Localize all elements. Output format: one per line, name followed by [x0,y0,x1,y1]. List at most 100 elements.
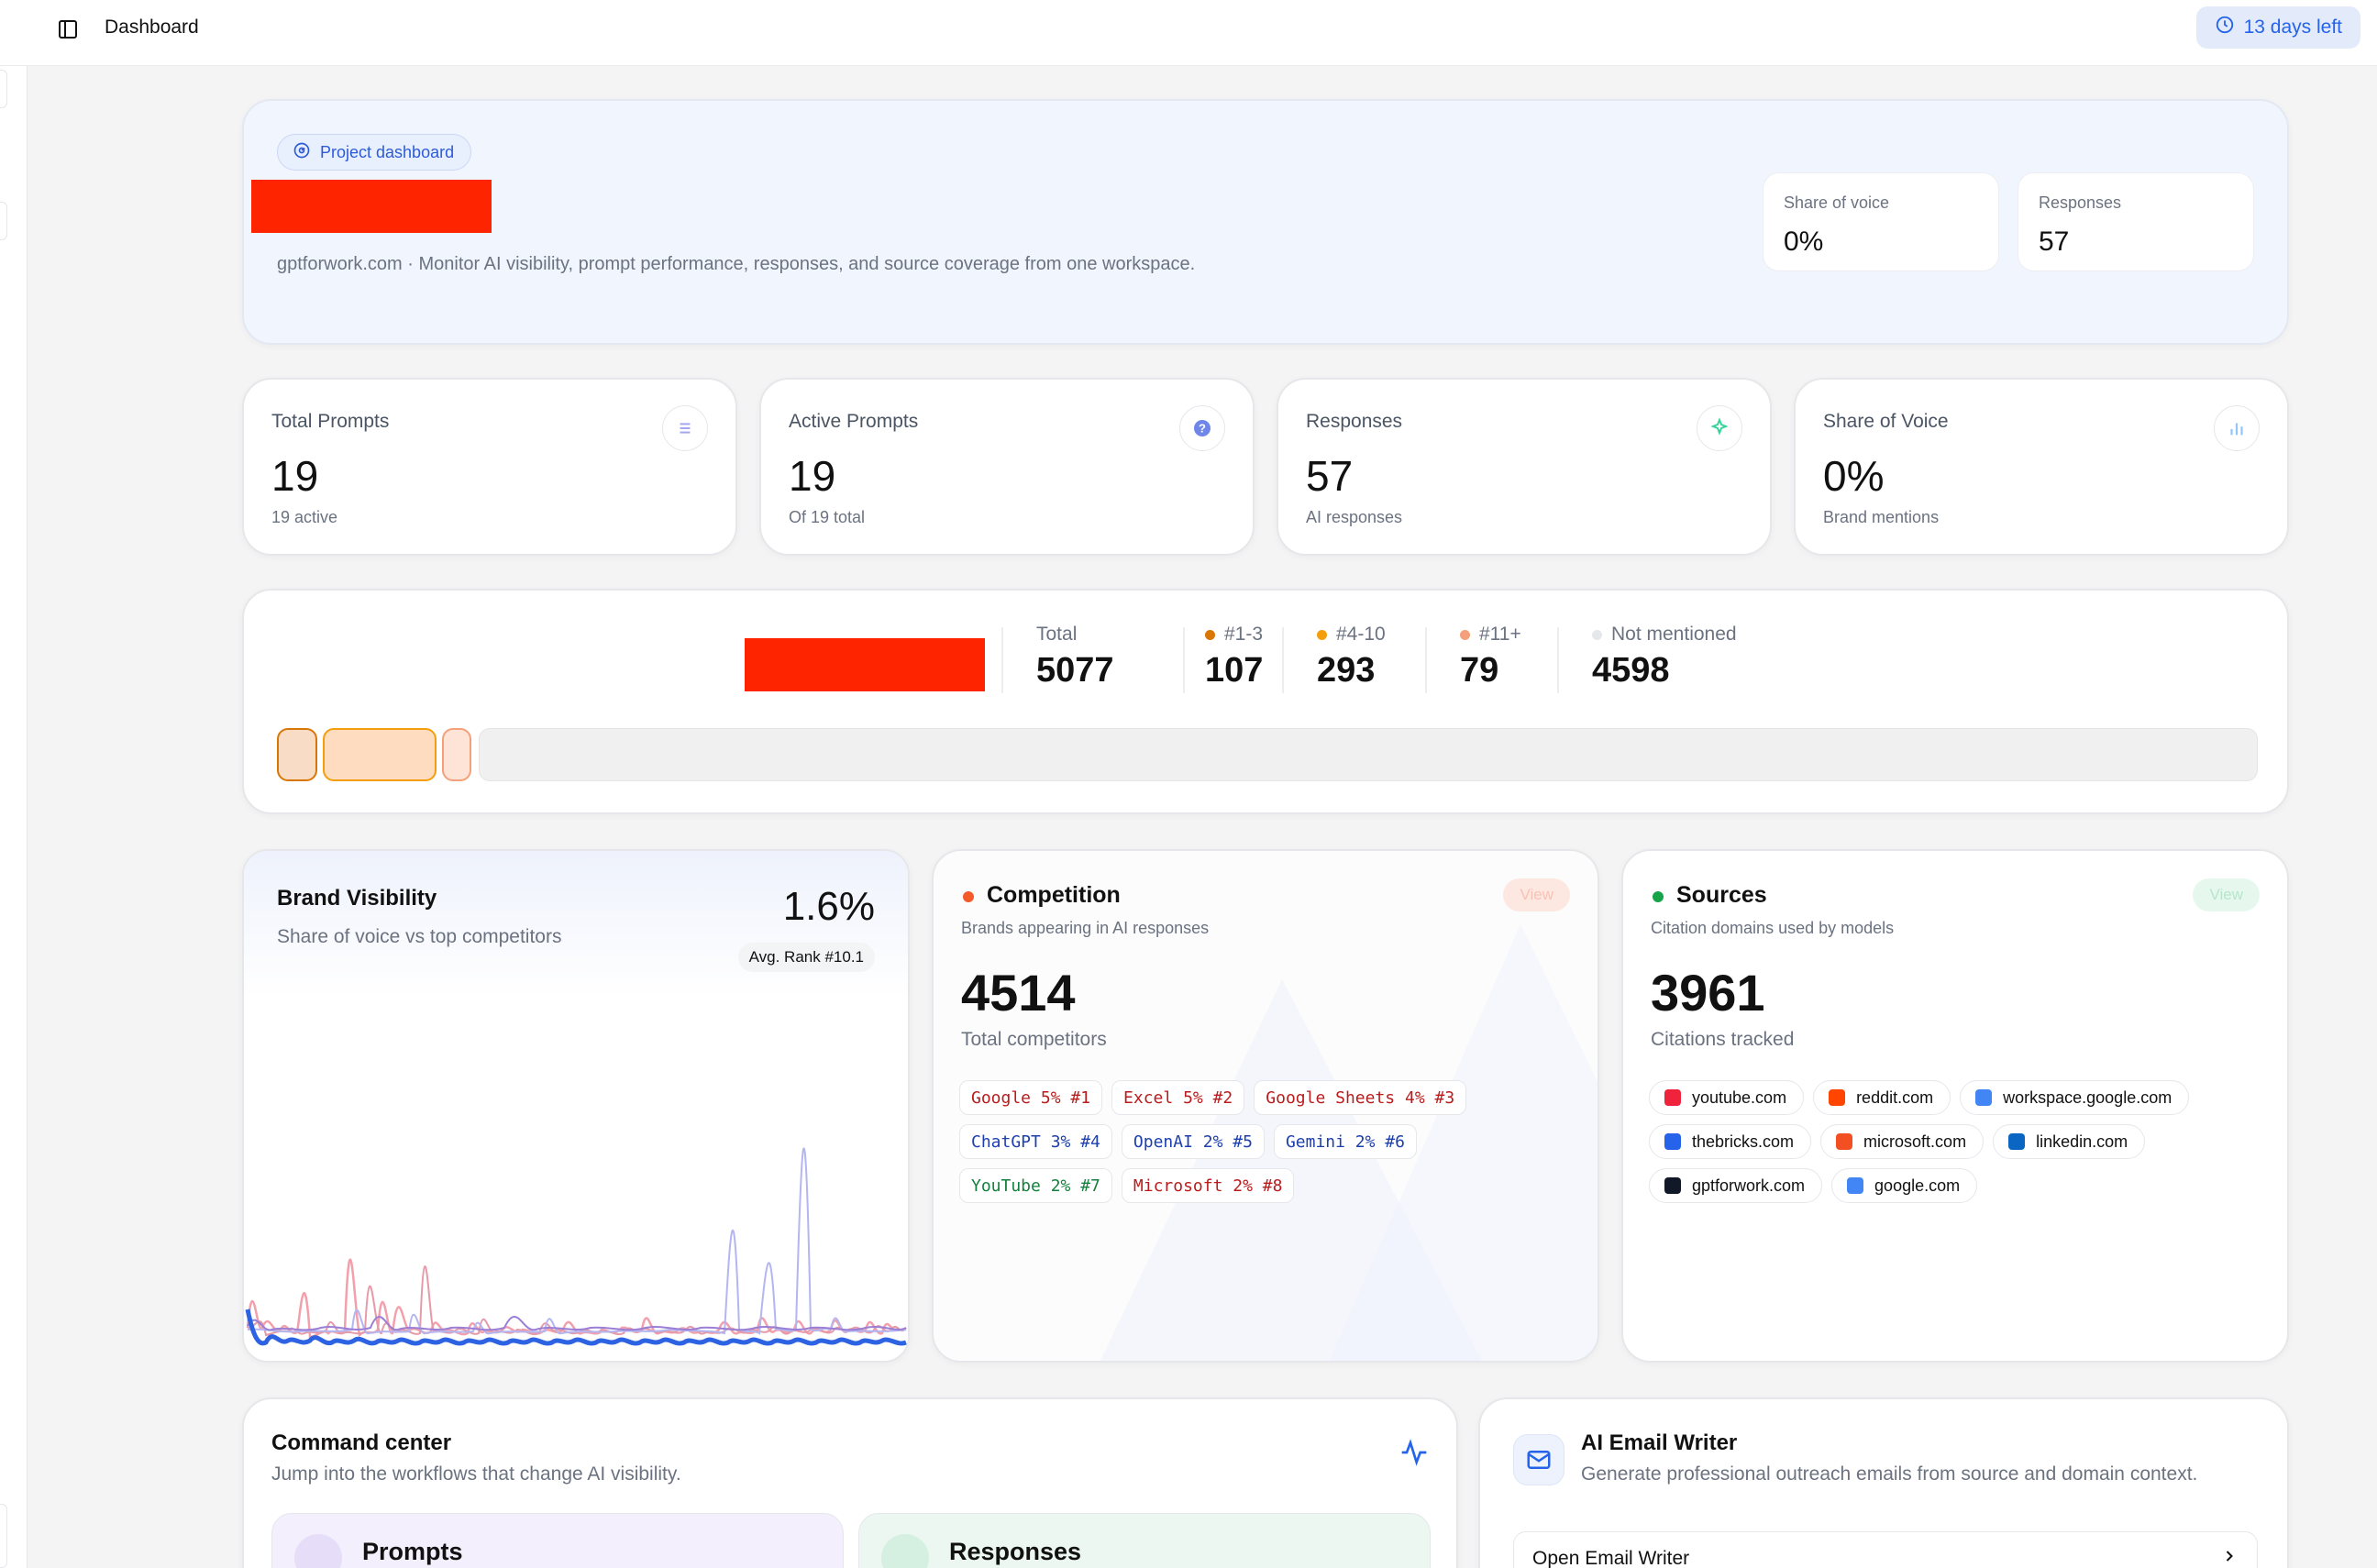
brand-visibility-subtitle: Share of voice vs top competitors [277,926,562,947]
visibility-sparkline-chart [245,1147,907,1346]
redacted-project-name [251,180,492,233]
sidebar-rail-handle[interactable] [0,1504,7,1568]
top-bar: Dashboard 13 days left [0,0,2377,66]
rank-bar-segment-top-3[interactable] [277,728,317,781]
divider [1425,627,1427,693]
competition-caption: Total competitors [961,1029,1107,1050]
sidebar-rail-handle[interactable] [0,70,7,108]
mini-stat-value: 0% [1784,226,1824,257]
competitor-tag[interactable]: Microsoft 2% #8 [1121,1168,1295,1203]
rank-bar-segment-11-plus[interactable] [442,728,471,781]
stat-value: 19 [789,452,836,500]
project-description: gptforwork.com · Monitor AI visibility, … [277,254,1196,274]
stat-card-share-of-voice[interactable]: Share of Voice 0% Brand mentions [1794,378,2289,556]
rank-bar-segment-4-10[interactable] [323,728,437,781]
source-domain-tag[interactable]: thebricks.com [1649,1124,1812,1159]
competitor-tag[interactable]: Gemini 2% #6 [1273,1124,1417,1159]
help-circle-icon: ? [1179,405,1225,451]
competition-card[interactable]: Competition Brands appearing in AI respo… [932,849,1599,1363]
mini-stat-share-of-voice: Share of voice 0% [1763,172,1999,271]
stat-label: Active Prompts [789,411,919,432]
sidebar-rail-handle[interactable] [0,202,7,240]
mini-stat-label: Responses [2039,193,2122,212]
email-writer-title: AI Email Writer [1581,1430,1738,1455]
legend-dot [1205,629,1215,640]
chevron-right-icon [2220,1547,2239,1568]
competitor-series-line [246,1258,900,1339]
prompts-tile-icon [294,1534,342,1568]
stat-value: 0% [1823,452,1885,500]
competitor-tag[interactable]: Google 5% #1 [959,1080,1103,1115]
divider [1282,627,1284,693]
stat-label: Responses [1306,411,1403,432]
linkedin-icon [2008,1133,2026,1150]
legend-dot [1592,629,1602,640]
source-domain-tag[interactable]: reddit.com [1813,1080,1951,1115]
rank-label: Not mentioned [1611,624,1737,645]
open-email-writer-button[interactable]: Open Email Writer [1513,1531,2258,1568]
youtube-icon [1664,1089,1681,1106]
stat-card-total-prompts[interactable]: Total Prompts 19 19 active [242,378,737,556]
command-center-title: Command center [271,1430,452,1455]
competitor-series-line [247,1147,907,1335]
responses-tile-label: Responses [949,1538,1082,1565]
microsoft-icon [1836,1133,1853,1150]
divider [1557,627,1559,693]
stat-card-active-prompts[interactable]: Active Prompts 19 Of 19 total ? [759,378,1255,556]
competitor-tag[interactable]: OpenAI 2% #5 [1121,1124,1265,1159]
sparkles-icon [1697,405,1742,451]
gptforwork-icon [1664,1177,1681,1194]
stat-value: 57 [1306,452,1354,500]
competitor-tag[interactable]: Google Sheets 4% #3 [1254,1080,1467,1115]
sources-view-button[interactable]: View [2193,878,2260,911]
source-domain-tag[interactable]: gptforwork.com [1649,1168,1823,1203]
source-domain-label: gptforwork.com [1692,1176,1806,1195]
page-title: Dashboard [105,17,199,38]
competition-view-button[interactable]: View [1503,878,1570,911]
stat-sub: AI responses [1306,508,1403,526]
divider [1001,627,1003,693]
brand-visibility-card[interactable]: Brand Visibility Share of voice vs top c… [242,849,910,1363]
source-domain-label: youtube.com [1692,1088,1787,1107]
sidebar-toggle-icon[interactable] [57,18,79,40]
project-dashboard-badge: Project dashboard [277,134,472,171]
rank-4-10: #4-10 293 [1282,624,1386,690]
stat-sub: Brand mentions [1823,508,1940,526]
rank-11-plus: #11+ 79 [1425,624,1521,690]
bricks-icon [1664,1133,1681,1150]
rank-bar-segment-not-mentioned[interactable] [479,728,2258,781]
project-dashboard-label: Project dashboard [320,142,455,161]
rank-value: 79 [1460,651,1499,690]
source-domain-tag[interactable]: linkedin.com [1993,1124,2146,1159]
responses-tile[interactable]: Responses [858,1513,1431,1568]
competitor-tag[interactable]: ChatGPT 3% #4 [959,1124,1112,1159]
source-domain-label: microsoft.com [1863,1132,1967,1151]
rank-value: 107 [1205,651,1264,690]
rank-value: 293 [1317,651,1376,690]
rank-not-mentioned: Not mentioned 4598 [1557,624,1737,690]
competition-title: Competition [987,882,1121,908]
competitor-tag[interactable]: YouTube 2% #7 [959,1168,1112,1203]
rank-label: Total [1036,624,1078,645]
brand-visibility-title: Brand Visibility [277,886,437,911]
stat-card-responses[interactable]: Responses 57 AI responses [1277,378,1772,556]
source-domain-tag[interactable]: microsoft.com [1820,1124,1985,1159]
ai-email-writer-card: AI Email Writer Generate professional ou… [1478,1397,2289,1568]
trial-badge[interactable]: 13 days left [2195,6,2360,49]
competitor-tag[interactable]: Excel 5% #2 [1111,1080,1245,1115]
sources-card[interactable]: Sources Citation domains used by models … [1621,849,2289,1363]
source-domain-tag[interactable]: youtube.com [1649,1080,1805,1115]
responses-tile-icon [881,1534,929,1568]
stat-label: Total Prompts [271,411,390,432]
command-center-card: Command center Jump into the workflows t… [242,1397,1458,1568]
competition-subtitle: Brands appearing in AI responses [961,919,1210,937]
activity-icon [1399,1438,1429,1472]
legend-dot [1460,629,1470,640]
divider [1183,627,1185,693]
source-domain-label: workspace.google.com [2003,1088,2172,1107]
source-domain-tag[interactable]: google.com [1831,1168,1978,1203]
source-domain-tag[interactable]: workspace.google.com [1960,1080,2190,1115]
competition-value: 4514 [961,964,1076,1021]
open-email-writer-label: Open Email Writer [1532,1548,1690,1568]
prompts-tile[interactable]: Prompts [271,1513,844,1568]
